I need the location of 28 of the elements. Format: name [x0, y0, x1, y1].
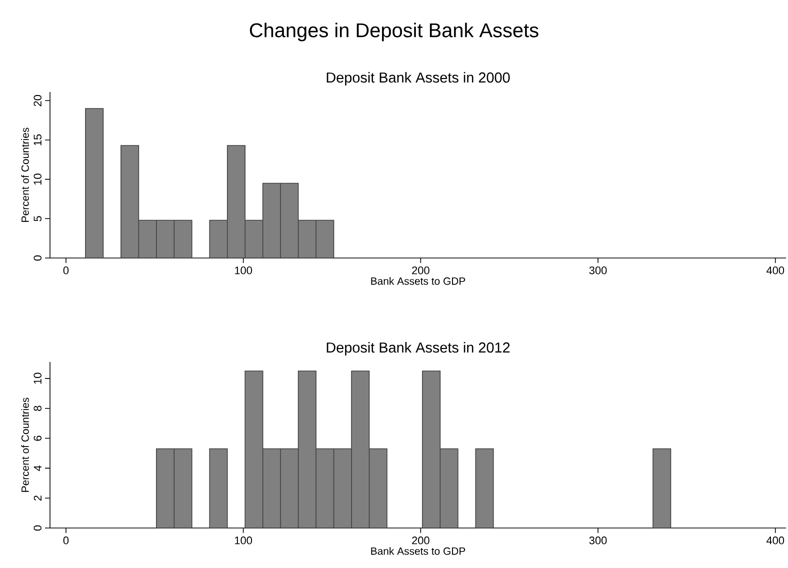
y-tick-label: 6 — [34, 436, 42, 441]
y-tick-label: 10 — [34, 174, 42, 185]
x-axis-title: Bank Assets to GDP — [371, 547, 466, 555]
y-tick-label: 2 — [34, 496, 42, 501]
x-tick-label: 300 — [589, 266, 607, 274]
x-tick-label: 100 — [235, 266, 252, 274]
y-axis-title: Percent of Countries — [21, 398, 29, 492]
y-tick-label: 0 — [34, 255, 42, 261]
x-tick-label: 100 — [235, 536, 252, 544]
x-tick-label: 200 — [412, 536, 430, 544]
x-tick-label: 400 — [766, 266, 784, 274]
x-tick-label: 0 — [63, 536, 69, 544]
y-axis-title: Percent of Countries — [21, 128, 29, 222]
y-tick-label: 20 — [34, 94, 42, 106]
y-tick-label: 5 — [34, 216, 42, 222]
x-tick-label: 300 — [589, 536, 607, 544]
x-tick-label: 200 — [412, 266, 430, 274]
x-tick-label: 0 — [63, 266, 69, 274]
y-tick-label: 0 — [34, 525, 42, 531]
chart-title: Changes in Deposit Bank Assets — [250, 22, 538, 42]
y-tick-label: 15 — [34, 134, 42, 146]
x-tick-label: 400 — [766, 536, 784, 544]
y-tick-label: 10 — [34, 372, 42, 384]
chart-title: Deposit Bank Assets in 2012 — [326, 342, 510, 356]
y-tick-label: 4 — [34, 465, 42, 471]
x-axis-title: Bank Assets to GDP — [371, 277, 466, 285]
chart-subtitle: Deposit Bank Assets in 2000 — [326, 72, 510, 86]
y-tick-label: 8 — [34, 406, 42, 411]
